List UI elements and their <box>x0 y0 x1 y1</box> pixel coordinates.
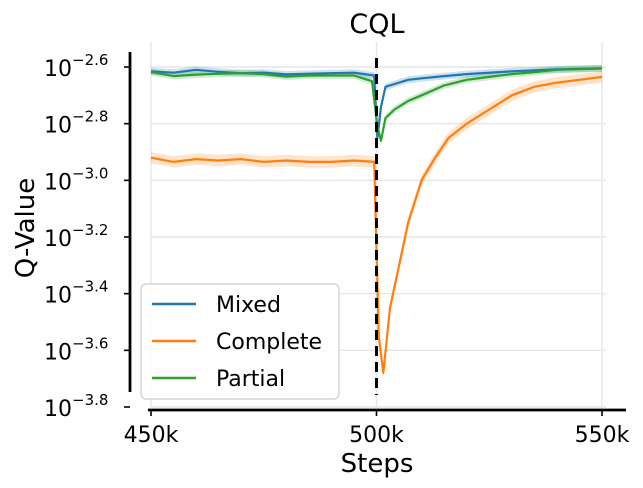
y-tick-label: 10−2.6 <box>44 51 108 82</box>
y-axis-label: Q-Value <box>11 178 41 278</box>
x-tick-labels: 450k 500k 550k <box>124 410 630 448</box>
series-band <box>151 65 602 142</box>
y-tick-labels: 10−2.6 10−2.8 10−3.0 10−3.2 10−3.4 10−3.6 10−3… <box>44 51 130 422</box>
x-axis-label: Steps <box>341 449 414 479</box>
series-line <box>150 75 603 375</box>
y-tick-label: 10−3.8 <box>44 391 108 422</box>
y-tick-label: 10−3.6 <box>44 334 108 365</box>
y-tick-label: 10−3.0 <box>44 164 108 195</box>
legend-box <box>140 283 340 400</box>
x-tick-label: 450k <box>124 423 179 448</box>
chart-title: CQL <box>349 9 404 40</box>
legend-label: Complete <box>216 330 322 355</box>
series-band <box>151 65 602 145</box>
series-line <box>150 67 603 142</box>
y-tick-label: 10−3.2 <box>44 221 108 252</box>
y-tick-label: 10−2.8 <box>44 108 108 139</box>
y-tick-label: 10−3.4 <box>44 278 108 309</box>
x-tick-label: 550k <box>575 423 630 448</box>
bands <box>151 65 602 379</box>
legend: Mixed Complete Partial <box>140 283 340 400</box>
legend-label: Partial <box>216 367 285 392</box>
axes <box>128 52 626 412</box>
legend-label: Mixed <box>216 293 281 318</box>
x-tick-label: 500k <box>349 423 404 448</box>
